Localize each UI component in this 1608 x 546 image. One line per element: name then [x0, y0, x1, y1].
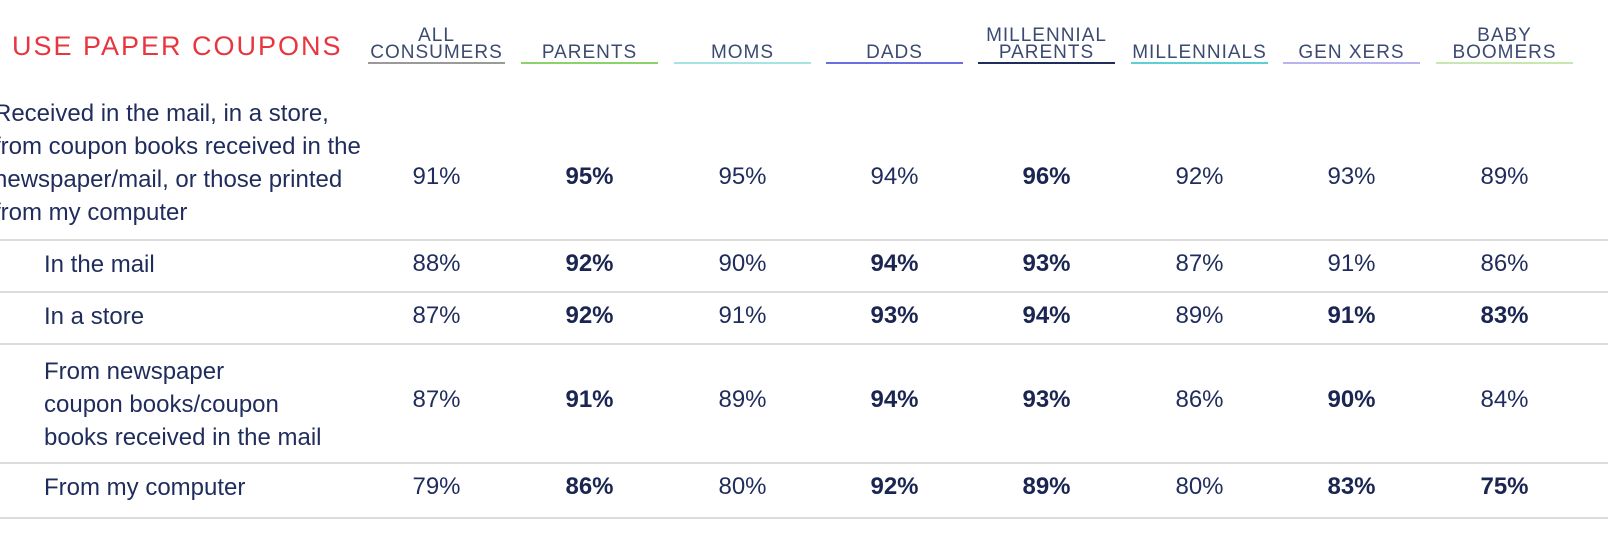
column-underline — [368, 62, 505, 64]
column-header-label: BABY BOOMERS — [1452, 25, 1557, 63]
row-divider — [0, 291, 1608, 293]
table-cell: 83% — [1327, 473, 1376, 500]
table-cell: 93% — [1022, 386, 1071, 413]
column-header: PARENTS — [521, 18, 658, 64]
row-label: In a store — [44, 303, 145, 330]
column-header: MILLENNIALS — [1131, 18, 1268, 64]
table-cell: 89% — [1175, 302, 1224, 329]
table-title: USE PAPER COUPONS — [12, 31, 343, 61]
table-cell: 92% — [1175, 163, 1224, 190]
row-divider — [0, 239, 1608, 241]
column-header-label: MILLENNIALS — [1132, 42, 1267, 63]
table-cell: 95% — [718, 163, 767, 190]
column-header-label: MOMS — [710, 42, 775, 63]
column-header-label: DADS — [866, 42, 923, 63]
row-divider — [0, 517, 1608, 519]
table-cell: 94% — [870, 386, 919, 413]
row-label: From newspaper coupon books/coupon books… — [44, 358, 322, 451]
table-cell: 91% — [565, 386, 614, 413]
column-underline — [1131, 62, 1268, 64]
column-underline — [674, 62, 811, 64]
table-cell: 86% — [565, 473, 614, 500]
column-underline — [978, 62, 1115, 64]
table-cell: 83% — [1480, 302, 1529, 329]
table-cell: 91% — [1327, 250, 1376, 277]
row-label: Received in the mail, in a store, from c… — [0, 100, 361, 226]
table-cell: 94% — [870, 250, 919, 277]
column-header: MILLENNIAL PARENTS — [978, 18, 1115, 64]
column-underline — [826, 62, 963, 64]
table-cell: 94% — [1022, 302, 1071, 329]
table-cell: 93% — [1327, 163, 1376, 190]
table-cell: 93% — [870, 302, 919, 329]
table-cell: 84% — [1480, 386, 1529, 413]
table-cell: 91% — [1327, 302, 1376, 329]
table-cell: 91% — [718, 302, 767, 329]
table-cell: 92% — [565, 250, 614, 277]
table-cell: 86% — [1175, 386, 1224, 413]
table-cell: 86% — [1480, 250, 1529, 277]
row-divider — [0, 462, 1608, 464]
column-underline — [521, 62, 658, 64]
table-cell: 87% — [412, 302, 461, 329]
table-cell: 91% — [412, 163, 461, 190]
table-cell: 94% — [870, 163, 919, 190]
column-underline — [1283, 62, 1420, 64]
table-cell: 90% — [1327, 386, 1376, 413]
table-cell: 87% — [1175, 250, 1224, 277]
column-underline — [1436, 62, 1573, 64]
table-cell: 89% — [1480, 163, 1529, 190]
table-cell: 93% — [1022, 250, 1071, 277]
column-header-label: GEN XERS — [1298, 42, 1405, 63]
table-cell: 92% — [870, 473, 919, 500]
column-header: GEN XERS — [1283, 18, 1420, 64]
table-cell: 80% — [718, 473, 767, 500]
table-cell: 89% — [1022, 473, 1071, 500]
column-header: BABY BOOMERS — [1436, 18, 1573, 64]
table-cell: 87% — [412, 386, 461, 413]
column-header: ALL CONSUMERS — [368, 18, 505, 64]
column-header-label: ALL CONSUMERS — [370, 25, 503, 63]
column-header-label: MILLENNIAL PARENTS — [986, 25, 1107, 63]
column-header: DADS — [826, 18, 963, 64]
table-cell: 75% — [1480, 473, 1529, 500]
row-label: From my computer — [44, 474, 246, 501]
row-label: In the mail — [44, 251, 155, 278]
table-cell: 92% — [565, 302, 614, 329]
column-header-label: PARENTS — [541, 42, 638, 63]
table-cell: 88% — [412, 250, 461, 277]
table-cell: 80% — [1175, 473, 1224, 500]
table-cell: 95% — [565, 163, 614, 190]
table-cell: 89% — [718, 386, 767, 413]
table-cell: 90% — [718, 250, 767, 277]
table-cell: 79% — [412, 473, 461, 500]
table-cell: 96% — [1022, 163, 1071, 190]
column-header: MOMS — [674, 18, 811, 64]
row-divider — [0, 343, 1608, 345]
